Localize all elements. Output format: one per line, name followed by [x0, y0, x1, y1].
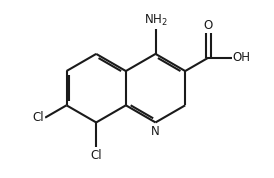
Text: N: N	[151, 125, 160, 138]
Text: OH: OH	[233, 51, 251, 64]
Text: NH$_2$: NH$_2$	[144, 13, 167, 28]
Text: Cl: Cl	[90, 149, 102, 162]
Text: Cl: Cl	[32, 111, 44, 124]
Text: O: O	[204, 19, 213, 32]
